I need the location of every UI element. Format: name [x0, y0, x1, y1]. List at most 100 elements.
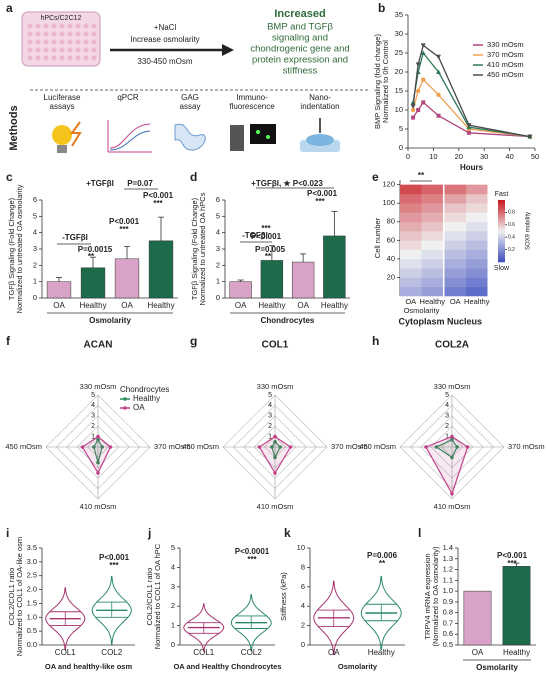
radar-point [434, 445, 439, 449]
annotation: P<0.001 [99, 553, 130, 562]
well [67, 55, 73, 61]
point [416, 108, 421, 112]
radar-point [273, 434, 277, 439]
colorbar-cell [498, 218, 505, 221]
group-label: Nucleus [447, 316, 482, 326]
chart-title: COL1 [262, 340, 289, 351]
fluor-image [250, 124, 276, 144]
point [436, 113, 441, 118]
radar-point [108, 445, 113, 449]
heat-cell [400, 268, 422, 278]
series-line [412, 101, 530, 138]
well [83, 47, 89, 53]
radar-point [450, 437, 454, 442]
y-tick-label: 1 [216, 277, 220, 286]
cell-icon [306, 134, 334, 146]
y-tick-label: 5 [399, 124, 403, 133]
axis-label: 450 mOsm [359, 442, 396, 451]
x-tick-label: Healthy [503, 648, 530, 657]
x-tick-label: OA [472, 648, 484, 657]
fluor-dot [266, 135, 270, 139]
axis-label: 410 mOsm [257, 502, 294, 511]
heat-cell [466, 193, 488, 204]
colorbar-high: Fast [495, 191, 509, 198]
bar [323, 235, 346, 299]
radar-point [80, 445, 85, 449]
y-tick-label: 1.0 [443, 586, 453, 595]
y-axis-title: Cell number [373, 217, 382, 258]
panel-label: e [372, 170, 379, 184]
y-tick-label: 20 [395, 67, 403, 76]
heat-cell [400, 231, 422, 241]
well [91, 23, 97, 29]
heat-cell [400, 203, 422, 213]
annotation: P=0.0015 [78, 245, 113, 254]
axis-label: 370 mOsm [154, 442, 191, 451]
colorbar-cell [498, 247, 505, 250]
colorbar-title: SOX9 mobility [526, 212, 532, 250]
colorbar-cell [498, 214, 505, 217]
x-tick-label: OA [405, 297, 416, 306]
x-tick-label: Healthy [464, 297, 490, 306]
violin [360, 575, 402, 651]
annotation: ** [379, 559, 386, 568]
x-axis-title: Osmolarity [476, 663, 518, 672]
point [410, 107, 416, 113]
legend-label: 370 mOsm [487, 50, 524, 59]
y-tick-label: 4 [171, 562, 175, 571]
well [51, 55, 57, 61]
heat-cell [466, 221, 488, 232]
qpcr-icon [107, 120, 152, 153]
heat-cell [466, 258, 488, 269]
panel-label: g [190, 334, 197, 348]
heat-cell [444, 221, 466, 232]
r-tick-label: 1 [445, 433, 449, 440]
range: 330-450 mOsm [137, 57, 192, 66]
radar-point [450, 434, 454, 439]
x-tick-label: COL1 [193, 648, 214, 657]
point [421, 77, 426, 82]
x-tick-label: Healthy [79, 301, 106, 310]
method-label: Nano- [309, 93, 331, 102]
y-tick-label: 3.5 [27, 543, 37, 552]
well [75, 31, 81, 37]
heat-cell [421, 249, 443, 260]
result-line: signaling and [272, 33, 328, 44]
x-tick-label: OA [235, 301, 247, 310]
y-tick-label: 100 [382, 198, 395, 207]
well [59, 55, 65, 61]
heat-cell [466, 286, 488, 297]
heat-cell [444, 203, 466, 213]
axis-label: 450 mOsm [5, 442, 42, 451]
violin [183, 603, 225, 652]
y-tick-label: 60 [387, 235, 395, 244]
annotation: P=0.005 [255, 245, 286, 254]
panel-label: h [372, 334, 379, 348]
axis-label: 330 mOsm [80, 382, 117, 391]
y-tick-label: 3.0 [27, 557, 37, 566]
colorbar-cell [498, 224, 505, 228]
heat-cell [421, 203, 443, 213]
y-tick-label: 4 [33, 228, 37, 237]
r-tick-label: 2 [268, 423, 272, 430]
x-axis-title: Osmolarity [89, 316, 131, 325]
legend-marker [123, 397, 127, 401]
point [466, 130, 471, 135]
panel-label: f [6, 334, 11, 348]
heat-cell [444, 258, 466, 269]
heat-cell [466, 231, 488, 241]
legend-label: Healthy [133, 394, 160, 403]
panel-label: b [378, 1, 385, 15]
r-tick-label: 4 [91, 402, 95, 409]
y-tick-label: 5 [171, 543, 175, 552]
radar-point [96, 471, 100, 475]
heat-cell [421, 221, 443, 232]
y-axis-title: COL2/COL1 ratio [145, 568, 154, 626]
x-tick-label: Healthy [420, 297, 446, 306]
legend-marker [123, 406, 127, 410]
radar-point [450, 492, 454, 496]
x-tick-label: Healthy [147, 301, 174, 310]
point [436, 92, 441, 98]
qpcr-icon-2 [109, 130, 151, 151]
